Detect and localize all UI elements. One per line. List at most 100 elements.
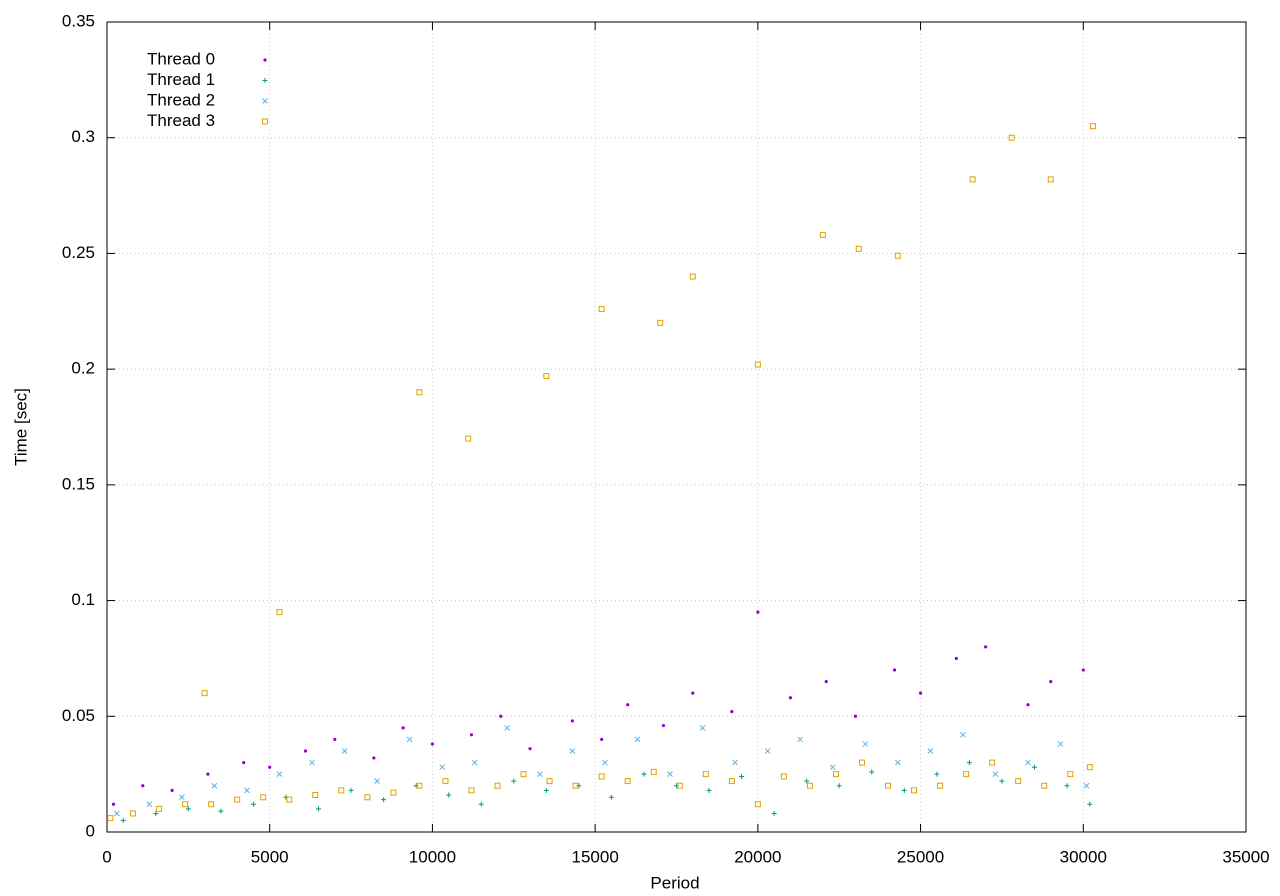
data-point	[185, 806, 191, 812]
data-point	[969, 176, 976, 183]
data-point	[546, 778, 553, 785]
data-point	[894, 252, 901, 259]
data-point	[316, 806, 322, 812]
x-tick-label: 15000	[572, 847, 619, 866]
data-point	[699, 725, 706, 731]
data-point	[416, 782, 423, 789]
data-point	[869, 769, 875, 775]
x-tick-label: 25000	[897, 847, 944, 866]
data-point	[598, 773, 605, 780]
data-point	[992, 771, 999, 777]
data-point	[966, 760, 972, 766]
data-point	[937, 782, 944, 789]
legend-label: Thread 1	[147, 70, 215, 89]
data-point	[178, 794, 185, 801]
data-point	[1057, 741, 1064, 747]
data-point	[691, 691, 695, 695]
data-point	[511, 778, 517, 784]
data-point	[442, 778, 449, 785]
legend-marker	[263, 58, 267, 62]
data-point	[1090, 123, 1097, 130]
data-point	[771, 810, 777, 816]
y-tick-label: 0.3	[71, 127, 95, 146]
y-tick-label: 0.2	[71, 359, 95, 378]
x-tick-label: 35000	[1222, 847, 1269, 866]
data-point	[999, 778, 1005, 784]
data-point	[885, 782, 892, 789]
data-point	[855, 245, 862, 252]
data-point	[892, 668, 897, 672]
data-point	[954, 656, 958, 661]
data-point	[234, 796, 241, 803]
data-point	[918, 691, 923, 695]
data-point	[963, 771, 970, 778]
legend-marker	[262, 118, 268, 125]
data-point	[364, 794, 371, 801]
data-point	[641, 771, 647, 777]
data-point	[244, 787, 250, 794]
data-point	[667, 771, 673, 777]
data-point	[788, 696, 793, 700]
data-point	[206, 772, 210, 776]
data-point	[569, 748, 576, 754]
y-tick-label: 0.25	[62, 243, 95, 262]
data-point	[348, 787, 354, 793]
data-point	[276, 771, 283, 777]
data-point	[657, 319, 664, 326]
data-point	[602, 759, 608, 766]
data-point	[608, 794, 614, 800]
data-point	[312, 791, 319, 798]
data-point	[536, 771, 543, 777]
data-point	[208, 801, 215, 808]
data-point	[333, 737, 337, 742]
data-point	[576, 783, 582, 789]
data-point	[156, 805, 163, 812]
data-point	[242, 760, 246, 765]
data-point	[276, 609, 283, 616]
data-point	[111, 802, 116, 806]
data-point	[286, 796, 293, 803]
data-point	[1031, 764, 1037, 770]
data-point	[113, 810, 120, 817]
data-point	[146, 801, 153, 808]
data-point	[598, 305, 605, 312]
data-point	[894, 759, 901, 766]
data-point	[650, 768, 657, 775]
data-point	[141, 784, 145, 788]
data-point	[570, 719, 574, 723]
data-point	[676, 782, 683, 789]
data-point	[303, 749, 308, 753]
data-point	[413, 783, 419, 789]
data-point	[1025, 759, 1031, 766]
data-point	[430, 742, 435, 746]
data-point	[764, 748, 771, 754]
legend-marker	[262, 78, 268, 83]
data-point	[120, 817, 126, 823]
data-point	[1008, 134, 1015, 141]
data-point	[960, 731, 966, 738]
data-point	[754, 361, 761, 368]
data-point	[832, 771, 839, 778]
data-point	[1067, 771, 1074, 778]
data-point	[1081, 668, 1085, 672]
data-point	[130, 810, 137, 817]
legend-label: Thread 2	[147, 90, 215, 109]
data-point	[634, 736, 641, 743]
data-point	[478, 801, 484, 807]
data-point	[661, 723, 666, 728]
data-point	[338, 787, 345, 794]
data-point	[1064, 783, 1070, 789]
data-point	[543, 373, 550, 380]
data-point	[468, 787, 475, 794]
data-point	[528, 747, 532, 751]
data-point	[824, 679, 828, 684]
data-point	[268, 765, 272, 769]
data-point	[471, 759, 478, 766]
data-point	[182, 801, 189, 808]
data-point	[1083, 782, 1090, 789]
data-point	[754, 801, 761, 808]
data-point	[1086, 764, 1093, 771]
data-point	[739, 773, 745, 779]
data-point	[504, 725, 511, 731]
